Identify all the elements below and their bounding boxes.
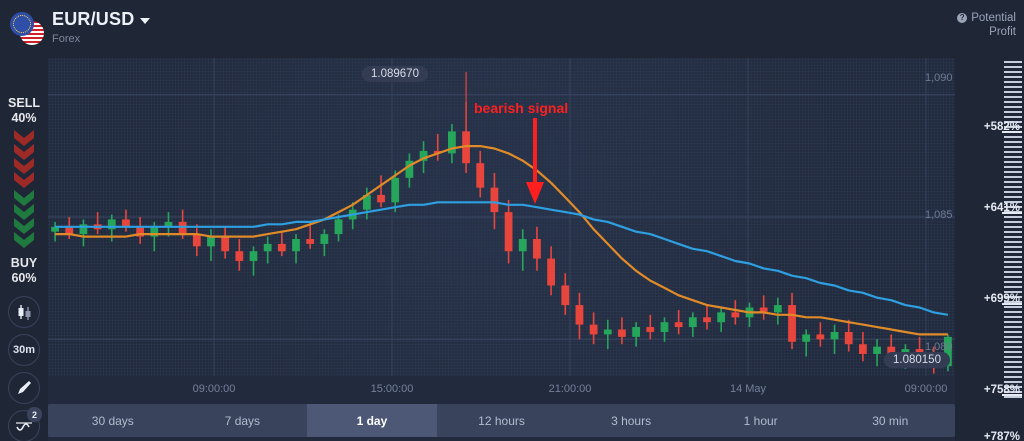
chevron-down-icon[interactable] [140, 18, 151, 24]
profit-tick-4: +787% [983, 431, 1020, 441]
current-price-badge: 1.080150 [884, 352, 950, 368]
question-mark-icon[interactable]: ? [957, 13, 968, 23]
candlestick-icon [18, 305, 31, 320]
asset-class-label: Forex [52, 33, 81, 45]
timeframe-button-label: 30m [12, 344, 36, 356]
draw-tool-button[interactable] [8, 372, 40, 404]
footer-spacer [0, 437, 1024, 441]
timeframe-button[interactable]: 30m [8, 334, 40, 366]
timeframe-option-4[interactable]: 3 hours [611, 413, 652, 428]
price-tick-1080: 1,080 [925, 341, 953, 353]
sentiment-bar [14, 130, 34, 254]
profit-tick-1: +641% [983, 202, 1020, 214]
wave-icon [16, 422, 32, 431]
pencil-icon [18, 381, 31, 394]
symbol-block[interactable]: EUR/USD Forex [52, 9, 151, 45]
symbol-flags [10, 12, 44, 46]
sell-label: SELL 40% [8, 96, 40, 125]
symbol-name: EUR/USD [52, 9, 135, 29]
price-tick-1085: 1,085 [925, 209, 953, 221]
price-chart[interactable] [48, 58, 955, 376]
eu-flag-icon [10, 12, 34, 36]
time-tick-1: 09:00:00 [192, 383, 236, 395]
price-tick-1090: 1,090 [925, 72, 953, 84]
buy-label: BUY 60% [10, 256, 38, 285]
time-tick-2: 15:00:00 [370, 383, 414, 395]
chart-canvas [48, 58, 955, 376]
profit-tick-2: +699% [983, 293, 1020, 305]
timeframe-option-5[interactable]: 1 hour [743, 413, 778, 428]
timeframe-option-3[interactable]: 12 hours [478, 413, 525, 428]
potential-profit-line1: Potential [971, 12, 1016, 24]
profit-ladder-icon [1002, 61, 1022, 398]
potential-profit-header: ? Potential Profit [930, 11, 1016, 39]
time-tick-4: 14 May [729, 383, 767, 395]
timeframe-option-0[interactable]: 30 days [91, 413, 134, 428]
potential-profit-panel: +582% +641% +699% +758% +787% [955, 58, 1024, 441]
time-tick-3: 21:00:00 [548, 383, 592, 395]
timeframe-option-1[interactable]: 7 days [224, 413, 261, 428]
profit-tick-0: +582% [983, 121, 1020, 133]
bearish-signal-annotation: bearish signal [474, 100, 569, 116]
timeframe-option-6[interactable]: 30 min [872, 413, 909, 428]
app-header: EUR/USD Forex ? Potential Profit [0, 0, 1024, 58]
timeframe-selector[interactable]: 30 days 7 days 1 day 12 hours 3 hours 1 hour 3… [48, 404, 955, 437]
potential-profit-line2: Profit [989, 26, 1016, 38]
left-toolbar: SELL 40% BUY 60% 30m [0, 58, 48, 441]
profit-tick-3: +758% [983, 384, 1020, 396]
time-tick-5: 09:00:00 [904, 383, 948, 395]
high-price-badge: 1.089670 [362, 66, 428, 82]
timeframe-option-2[interactable]: 1 day [307, 404, 437, 437]
indicators-button[interactable]: 2 [8, 407, 42, 441]
chart-type-button[interactable] [8, 296, 40, 328]
indicators-badge: 2 [27, 407, 42, 422]
down-arrow-icon [526, 118, 544, 204]
